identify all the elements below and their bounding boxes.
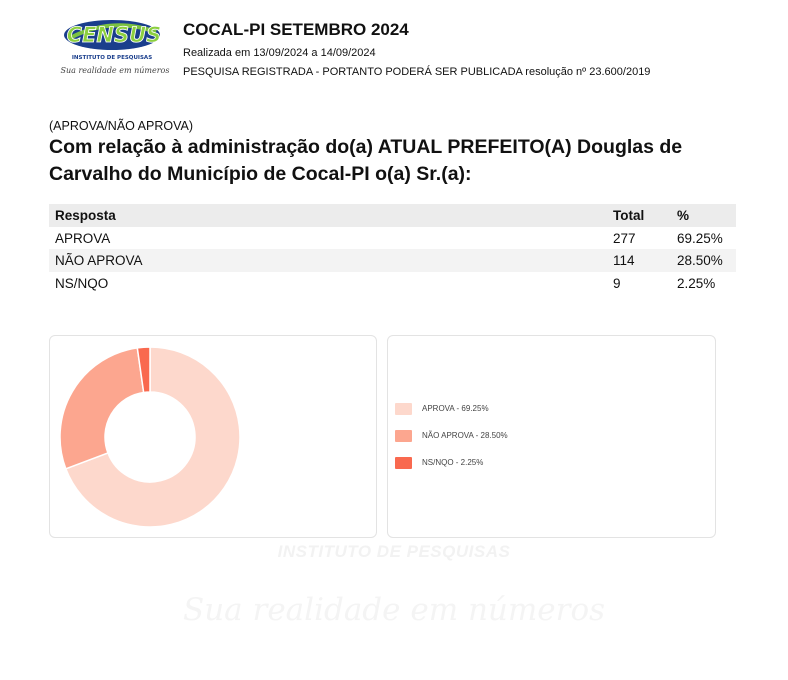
row-pct: 69.25%	[677, 230, 723, 246]
legend-label: NÃO APROVA - 28.50%	[422, 431, 508, 440]
question-text: Com relação à administração do(a) ATUAL …	[49, 136, 683, 185]
table-row: NS/NQO 9 2.25%	[49, 272, 736, 295]
row-total: 9	[613, 275, 621, 291]
donut-slice-aprova	[64, 346, 241, 528]
legend-swatch	[395, 457, 412, 469]
header-resposta: Resposta	[55, 208, 116, 223]
row-resposta: NÃO APROVA	[55, 253, 143, 268]
watermark-institute: INSTITUTO DE PESQUISAS	[277, 542, 511, 561]
row-total: 114	[613, 253, 635, 268]
legend-swatch	[395, 430, 412, 442]
logo-tagline: Sua realidade em números	[60, 66, 170, 75]
legend-swatch	[395, 403, 412, 415]
report-title: COCAL-PI SETEMBRO 2024	[183, 20, 409, 39]
legend-label: NS/NQO - 2.25%	[422, 458, 484, 467]
row-pct: 2.25%	[677, 275, 716, 291]
header-total: Total	[613, 208, 645, 223]
donut-chart	[59, 346, 241, 528]
donut-slice-n-o-aprova	[59, 347, 145, 470]
row-resposta: NS/NQO	[55, 275, 109, 291]
logo-subtext: INSTITUTO DE PESQUISAS	[72, 55, 152, 61]
report-registration: PESQUISA REGISTRADA - PORTANTO PODERÁ SE…	[183, 66, 651, 78]
donut-chart-card	[49, 335, 377, 538]
report-date: Realizada em 13/09/2024 a 14/09/2024	[183, 47, 376, 59]
report-header: CENSUS INSTITUTO DE PESQUISAS Sua realid…	[0, 0, 788, 90]
watermark-tagline: Sua realidade em números	[182, 592, 606, 628]
census-logo-graphic: CENSUS INSTITUTO DE PESQUISAS	[64, 20, 162, 61]
table-row: APROVA 277 69.25%	[49, 227, 736, 250]
row-pct: 28.50%	[677, 253, 723, 268]
question-tag: (APROVA/NÃO APROVA)	[49, 119, 194, 133]
results-table: Resposta Total % APROVA 277 69.25% NÃO A…	[49, 204, 736, 294]
row-total: 277	[613, 230, 636, 246]
census-logo: CENSUS INSTITUTO DE PESQUISAS Sua realid…	[60, 12, 170, 78]
table-row: NÃO APROVA 114 28.50%	[49, 249, 736, 272]
table-header-row: Resposta Total %	[49, 204, 736, 227]
header-pct: %	[677, 208, 690, 223]
row-resposta: APROVA	[55, 230, 111, 246]
legend-label: APROVA - 69.25%	[422, 404, 489, 413]
donut-slice-ns-nqo	[136, 346, 151, 394]
logo-text: CENSUS	[67, 23, 162, 47]
legend-card: APROVA - 69.25% NÃO APROVA - 28.50% NS/N…	[387, 335, 716, 538]
